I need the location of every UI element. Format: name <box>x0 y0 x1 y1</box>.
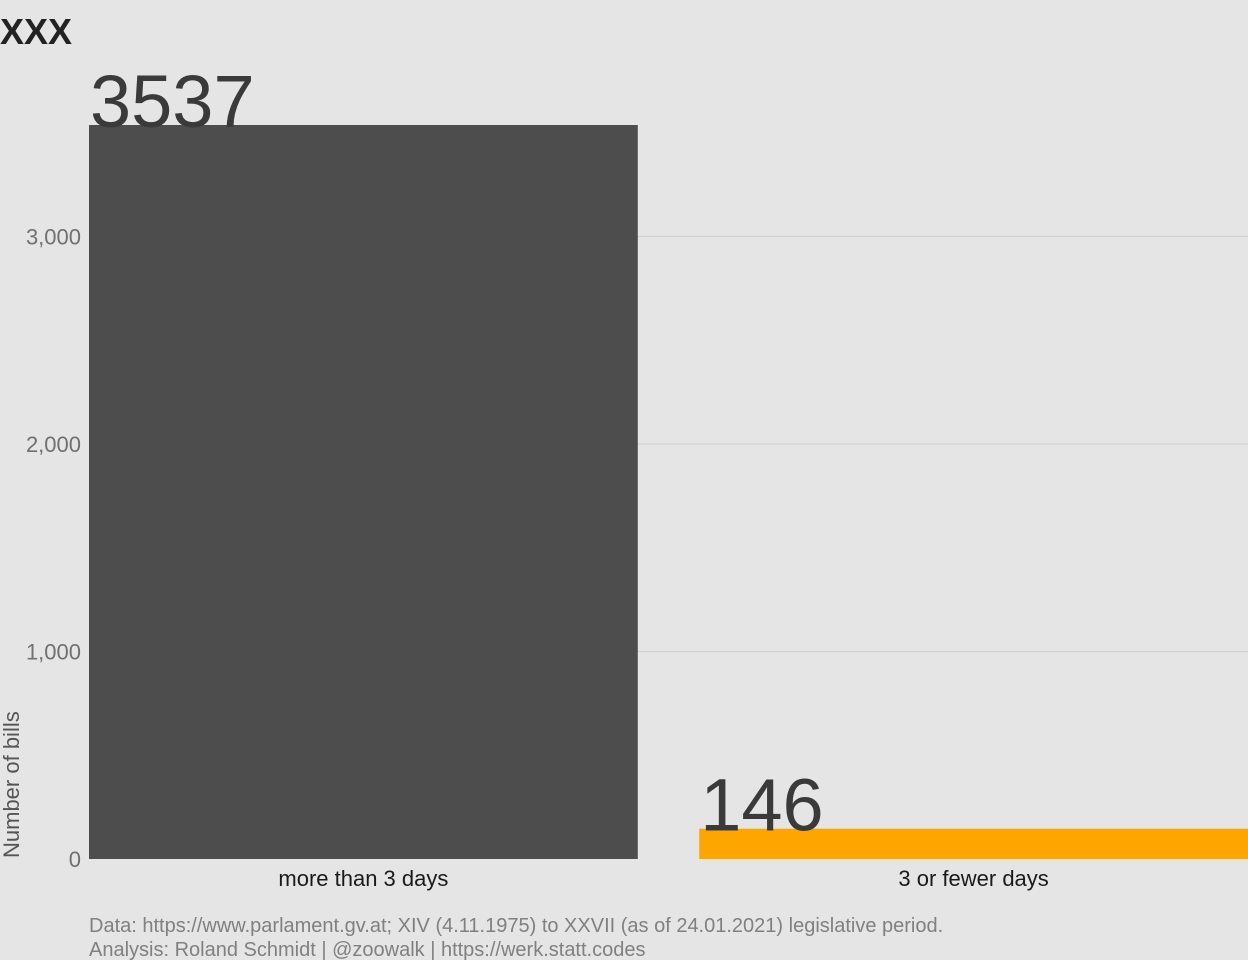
x-tick-label: 3 or fewer days <box>898 866 1048 891</box>
chart-title: XXX <box>0 11 72 52</box>
data-labels: 3537 146 <box>90 60 824 847</box>
bar-value-label: 3537 <box>90 60 255 143</box>
bar <box>699 828 1248 859</box>
y-tick-label: 3,000 <box>26 224 81 249</box>
y-tick-label: 0 <box>69 847 81 872</box>
y-tick-label: 2,000 <box>26 432 81 457</box>
y-axis-ticks: 0 1,000 2,000 3,000 <box>26 224 81 872</box>
caption-analysis: Analysis: Roland Schmidt | @zoowalk | ht… <box>89 939 645 960</box>
y-axis-label: Number of bills <box>0 711 24 858</box>
caption-source: Data: https://www.parlament.gv.at; XIV (… <box>89 915 943 937</box>
bars <box>89 125 1248 859</box>
x-axis-ticks: more than 3 days 3 or fewer days <box>278 866 1048 891</box>
bar <box>89 125 638 859</box>
y-tick-label: 1,000 <box>26 639 81 664</box>
x-tick-label: more than 3 days <box>278 866 448 891</box>
bar-value-label: 146 <box>700 764 823 847</box>
